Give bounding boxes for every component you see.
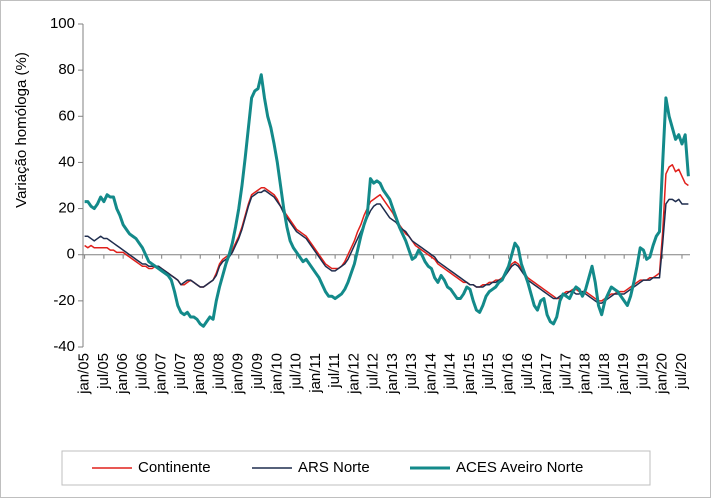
x-tick-label: jul/18: [596, 353, 613, 390]
x-tick-label: jul/09: [249, 353, 266, 390]
x-tick-label: jan/06: [114, 353, 131, 395]
series-line: [84, 163, 689, 302]
y-tick-label: 0: [67, 246, 75, 263]
y-tick-label: -40: [53, 338, 75, 355]
x-tick-label: jan/14: [422, 353, 439, 395]
legend-label: Continente: [138, 459, 211, 476]
x-tick-label: jul/20: [673, 353, 690, 390]
x-tick-label: jan/09: [230, 353, 247, 395]
y-axis-label: Variação homóloga (%): [13, 52, 30, 208]
legend-label: ACES Aveiro Norte: [456, 459, 583, 476]
x-tick-label: jan/11: [307, 353, 324, 394]
y-tick-label: 60: [58, 107, 75, 124]
x-tick-label: jan/20: [654, 353, 671, 395]
series-line: [84, 73, 690, 328]
y-tick-label: 20: [58, 200, 75, 217]
legend-box: [61, 450, 651, 486]
x-tick-label: jan/19: [615, 353, 632, 395]
x-tick-label: jul/14: [442, 353, 459, 390]
y-tick-label: 40: [58, 153, 75, 170]
x-tick-label: jul/08: [210, 353, 227, 390]
x-tick-label: jan/17: [538, 353, 555, 395]
x-tick-label: jan/18: [577, 353, 594, 395]
x-tick-label: jul/13: [403, 353, 420, 390]
x-tick-label: jul/11: [326, 353, 343, 389]
x-tick-label: jul/05: [95, 353, 112, 390]
x-tick-label: jul/16: [519, 353, 536, 390]
y-tick-label: 80: [58, 61, 75, 78]
x-tick-label: jan/05: [76, 353, 93, 395]
x-tick-label: jan/12: [345, 353, 362, 395]
x-tick-label: jul/15: [480, 353, 497, 390]
legend-label: ARS Norte: [298, 459, 370, 476]
x-tick-label: jul/10: [288, 353, 305, 390]
series-line: [84, 189, 689, 304]
x-tick-label: jan/07: [153, 353, 170, 395]
y-tick-label: 100: [50, 15, 75, 32]
x-tick-label: jul/06: [133, 353, 150, 390]
x-tick-label: jan/10: [268, 353, 285, 395]
x-tick-label: jul/12: [365, 353, 382, 390]
x-tick-label: jan/16: [500, 353, 517, 395]
x-tick-label: jul/17: [557, 353, 574, 390]
x-tick-label: jul/19: [634, 353, 651, 390]
y-tick-label: -20: [53, 292, 75, 309]
x-tick-label: jan/08: [191, 353, 208, 395]
x-tick-label: jul/07: [172, 353, 189, 390]
x-tick-label: jan/15: [461, 353, 478, 395]
x-tick-label: jan/13: [384, 353, 401, 395]
